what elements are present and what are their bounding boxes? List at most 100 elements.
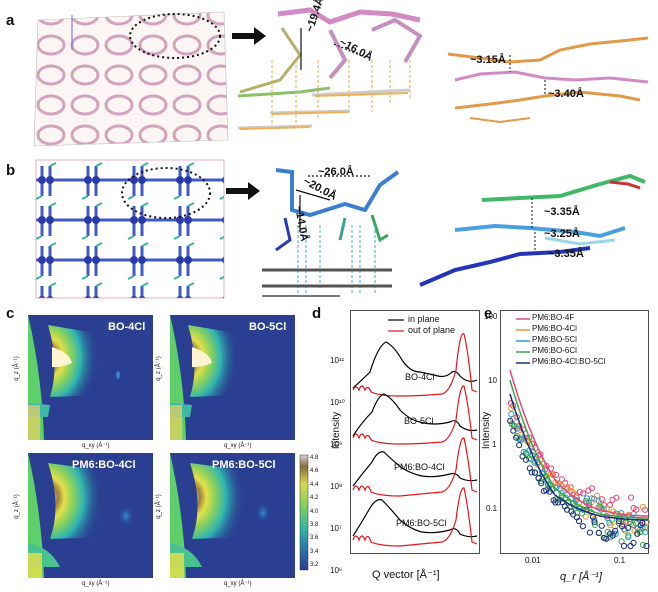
scatter-point xyxy=(579,523,587,530)
scatter-point xyxy=(598,522,605,529)
map-ylabel: q_z (Å⁻¹) xyxy=(13,356,20,381)
d-yticks: 10¹¹ 10¹⁰ 10⁹ 10⁸ 10⁷ 10⁶ xyxy=(330,340,345,592)
panel-label-d: d xyxy=(312,305,322,322)
e-ylabel: Intensity xyxy=(481,411,493,450)
panel-label-e: e xyxy=(484,305,493,322)
giwaxs-map xyxy=(28,453,153,578)
scatter-point xyxy=(643,542,650,550)
map-xlabel: q_xy (Å⁻¹) xyxy=(82,581,110,587)
scatter-point xyxy=(595,529,602,537)
y-tick: 100 xyxy=(484,312,498,321)
colorbar-tick: 4.8 xyxy=(310,455,319,461)
fit-line xyxy=(509,379,649,519)
map-xlabel: q_xy (Å⁻¹) xyxy=(82,443,110,449)
panel-a-stack-2: ~3.40Å xyxy=(548,88,584,100)
curve-in-plane xyxy=(352,451,478,487)
curve-label: BO-5Cl xyxy=(404,416,434,426)
giwaxs-map xyxy=(170,453,295,578)
fit-line xyxy=(509,369,649,517)
scatter-point xyxy=(522,456,529,463)
panel-b-arrow xyxy=(226,182,260,200)
panel-b-stack-3: ~3.35Å xyxy=(548,248,584,260)
scatter-point xyxy=(510,427,517,434)
scatter-point xyxy=(513,423,520,430)
scatter-point xyxy=(538,480,545,487)
scatter-point xyxy=(570,511,577,518)
scatter-point xyxy=(594,492,601,499)
map-ylabel: q_z (Å⁻¹) xyxy=(13,494,20,519)
y-tick: 1 xyxy=(492,440,497,449)
scatter-point xyxy=(613,494,620,501)
map-title: BO-4Cl xyxy=(108,321,146,333)
y-tick: 10¹⁰ xyxy=(330,398,345,407)
scatter-point xyxy=(535,474,542,481)
scatter-point xyxy=(618,523,626,530)
panel-d-linecuts xyxy=(350,310,480,554)
map-ylabel: q_z (Å⁻¹) xyxy=(155,356,162,381)
y-tick: 10⁷ xyxy=(330,524,342,533)
panel-e-rsoxs xyxy=(500,310,650,554)
curve-label: BO-4Cl xyxy=(405,372,435,382)
scatter-point xyxy=(620,542,628,550)
map-title: PM6:BO-5Cl xyxy=(212,459,276,471)
colorbar-tick: 3.2 xyxy=(310,562,319,569)
scatter-point xyxy=(564,484,571,491)
scatter-point xyxy=(543,487,550,494)
curve-out-of-plane xyxy=(352,437,478,497)
scatter-point xyxy=(519,453,526,460)
curve-in-plane xyxy=(352,499,478,538)
scatter-point xyxy=(513,434,520,441)
panel-a-zoom-molecule xyxy=(237,7,423,130)
scatter-point xyxy=(552,499,559,506)
scatter-point xyxy=(558,490,565,497)
panel-b-zoom-molecule xyxy=(262,168,400,297)
scatter-point xyxy=(603,535,610,542)
scatter-point xyxy=(588,485,596,492)
x-tick: 0.01 xyxy=(525,556,541,565)
scatter-points xyxy=(507,400,650,550)
panel-label-c: c xyxy=(6,305,15,322)
panel-b-lattice xyxy=(35,159,225,299)
scatter-point xyxy=(630,539,637,546)
scatter-point xyxy=(627,542,634,550)
map-title: BO-5Cl xyxy=(249,321,287,333)
panel-a-stack-1: ~3.15Å xyxy=(470,54,506,66)
scatter-point xyxy=(508,420,515,428)
fit-line xyxy=(509,393,649,521)
scatter-point xyxy=(640,541,647,549)
scatter-point xyxy=(625,532,632,539)
scatter-point xyxy=(582,513,589,520)
panel-label-b: b xyxy=(6,162,16,179)
scatter-point xyxy=(580,490,587,497)
colorbar-tick: 4.6 xyxy=(310,468,319,475)
panel-a-arrow xyxy=(232,27,266,45)
panel-b-dist-1: ~26.0Å xyxy=(318,166,354,178)
y-tick: 0.1 xyxy=(486,504,498,513)
panel-b-stack-1: ~3.35Å xyxy=(544,206,580,218)
map-ylabel: q_z (Å⁻¹) xyxy=(155,494,162,519)
scatter-point xyxy=(628,494,635,501)
scatter-point xyxy=(612,527,619,534)
curve-label: PM6:BO-4Cl xyxy=(394,462,445,472)
y-tick: 10¹¹ xyxy=(330,356,345,365)
scatter-point xyxy=(633,506,640,513)
colorbar-tick: 4.0 xyxy=(310,508,319,515)
scatter-point xyxy=(625,524,632,531)
scatter-point xyxy=(570,489,577,497)
scatter-point xyxy=(588,495,595,502)
colorbar-tick: 3.8 xyxy=(310,522,319,529)
y-tick: 10⁸ xyxy=(330,482,343,491)
legend-label: PM6:BO-4Cl xyxy=(532,324,577,333)
scatter-point xyxy=(516,436,523,443)
panel-b-stacking xyxy=(419,173,646,287)
map-xlabel: q_xy (Å⁻¹) xyxy=(224,581,252,587)
scatter-point xyxy=(508,411,515,418)
d-xlabel: Q vector [Å⁻¹] xyxy=(372,569,440,581)
y-tick: 10 xyxy=(488,376,497,385)
curve-label: PM6:BO-5Cl xyxy=(396,518,447,528)
scatter-point xyxy=(591,521,599,528)
colorbar xyxy=(299,454,309,571)
scatter-point xyxy=(553,471,560,478)
colorbar-tick: 3.6 xyxy=(310,535,319,542)
panel-a-lattice xyxy=(33,11,229,147)
